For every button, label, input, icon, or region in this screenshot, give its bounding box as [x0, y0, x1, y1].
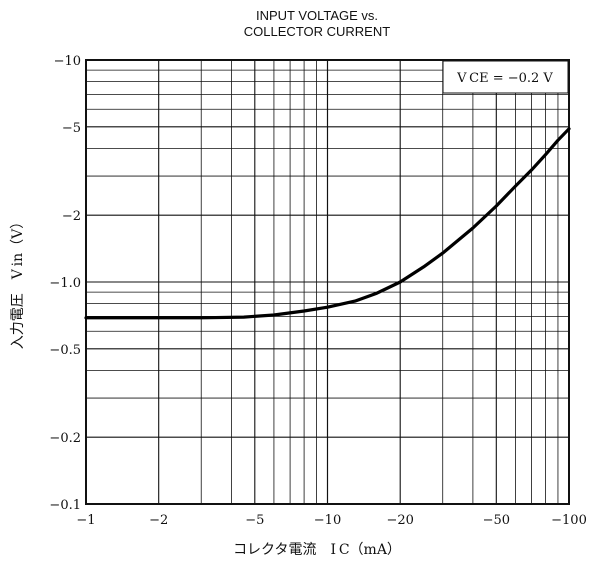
- y-tick-label: −0.1: [49, 498, 81, 513]
- y-tick-label: −2: [62, 209, 81, 224]
- series-layer: [84, 127, 571, 320]
- y-tick-label: −0.5: [49, 343, 81, 358]
- series-line: [84, 127, 571, 320]
- chart-title-line2: COLLECTOR CURRENT: [244, 24, 390, 39]
- y-tick-labels: −10 −5 −2 −1.0 −0.5 −0.2 −0.1: [49, 54, 81, 513]
- x-tick-label: −50: [483, 513, 510, 528]
- x-tick-label: −20: [386, 513, 413, 528]
- x-tick-label: −1: [76, 513, 95, 528]
- chart-title-line1: INPUT VOLTAGE vs.: [256, 8, 378, 23]
- y-tick-label: −10: [54, 54, 81, 69]
- x-axis-label: コレクタ電流 I C（mA）: [233, 542, 401, 558]
- y-tick-label: −1.0: [49, 276, 81, 291]
- y-axis-label: 入力電圧 V in（V）: [10, 215, 26, 350]
- grid-lines: [86, 60, 569, 504]
- y-tick-label: −5: [62, 121, 81, 136]
- x-tick-label: −100: [551, 513, 587, 528]
- x-tick-label: −2: [149, 513, 168, 528]
- x-tick-label: −10: [314, 513, 341, 528]
- y-tick-label: −0.2: [49, 431, 81, 446]
- plot-frame: [85, 59, 570, 505]
- x-tick-label: −5: [245, 513, 264, 528]
- condition-annotation: V CE = −0.2 V: [456, 71, 553, 86]
- x-tick-labels: −1 −2 −5 −10 −20 −50 −100: [76, 513, 586, 528]
- condition-box: [442, 60, 569, 94]
